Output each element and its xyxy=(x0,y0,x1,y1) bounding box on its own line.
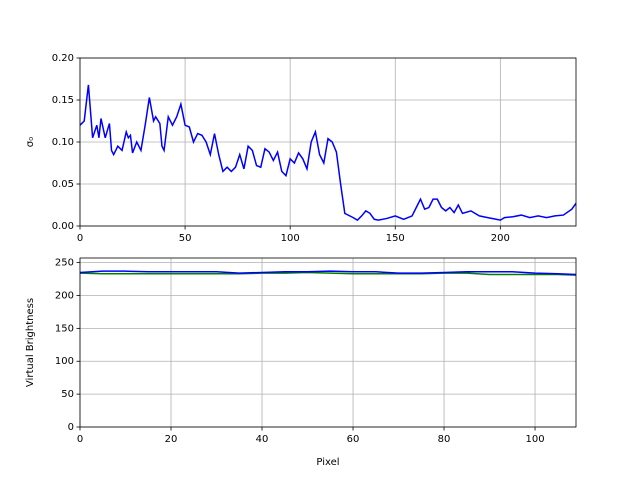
axes-frame xyxy=(79,257,577,428)
x-axis-label: Pixel xyxy=(316,457,339,468)
y-tick-label: 0.00 xyxy=(52,221,74,232)
x-tick-label: 200 xyxy=(491,233,510,244)
axes-frame xyxy=(79,57,577,227)
x-tick-label: 80 xyxy=(438,434,451,445)
y-tick-label: 0.20 xyxy=(52,53,74,64)
y-tick-label: 0.05 xyxy=(52,179,74,190)
x-tick-label: 0 xyxy=(77,233,83,244)
y-tick-label: 150 xyxy=(55,323,74,334)
data-line xyxy=(79,84,577,222)
y-tick-label: 50 xyxy=(61,389,74,400)
y-tick-label: 0.10 xyxy=(52,137,74,148)
x-tick-label: 40 xyxy=(256,434,269,445)
y-tick-label: 250 xyxy=(55,258,74,269)
y-tick-label: 0.15 xyxy=(52,95,74,106)
x-tick-label: 60 xyxy=(347,434,360,445)
data-line xyxy=(79,270,577,276)
y-axis-label: Virtual Brightness xyxy=(25,298,36,387)
y-tick-label: 100 xyxy=(55,356,74,367)
x-tick-label: 50 xyxy=(179,233,192,244)
x-tick-label: 150 xyxy=(386,233,405,244)
y-tick-label: 0 xyxy=(68,422,74,433)
data-line xyxy=(79,271,577,276)
x-tick-label: 20 xyxy=(165,434,178,445)
x-tick-label: 100 xyxy=(525,434,544,445)
y-axis-label: σ₀ xyxy=(25,137,36,147)
x-tick-label: 0 xyxy=(77,434,83,445)
y-tick-label: 200 xyxy=(55,290,74,301)
x-tick-label: 100 xyxy=(281,233,300,244)
